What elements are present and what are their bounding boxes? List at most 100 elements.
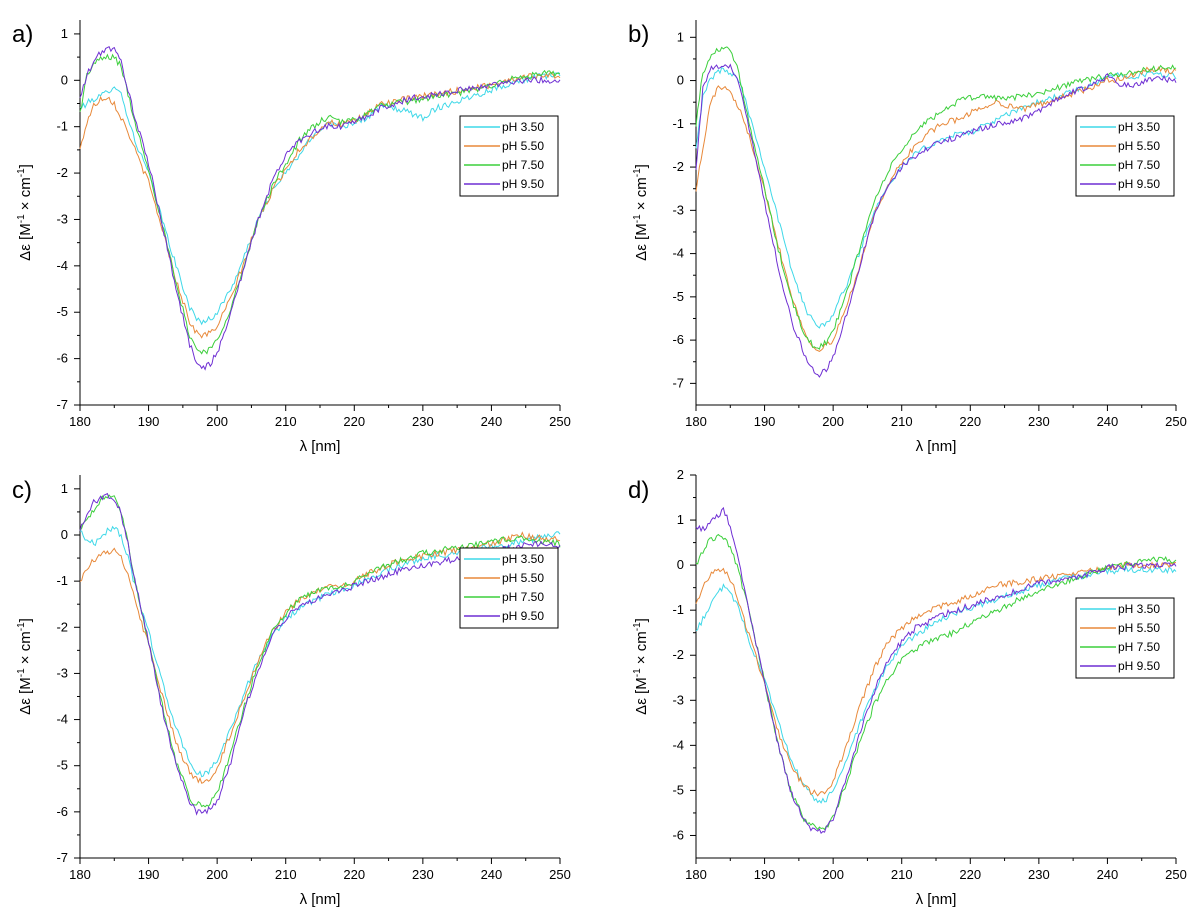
y-tick-label: -1 — [672, 116, 684, 131]
legend-label: pH 5.50 — [1118, 139, 1160, 153]
series-line-ph-7-50 — [79, 53, 561, 355]
panel-letter: c) — [12, 477, 32, 504]
x-tick-label: 210 — [275, 414, 297, 429]
series-line-ph-7-50 — [695, 533, 1177, 831]
series-line-ph-7-50 — [695, 46, 1177, 350]
legend-box — [459, 547, 559, 629]
x-tick-label: 230 — [1028, 867, 1050, 882]
legend-label: pH 7.50 — [1118, 640, 1160, 654]
x-tick-label: 210 — [275, 867, 297, 882]
y-tick-label: 1 — [677, 29, 684, 44]
legend-label: pH 9.50 — [1118, 659, 1160, 673]
x-axis-title: λ [nm] — [300, 438, 341, 455]
y-tick-label: 1 — [677, 512, 684, 527]
legend-box — [1075, 115, 1175, 197]
series-line-ph-9-50 — [695, 63, 1177, 378]
x-tick-label: 220 — [343, 867, 365, 882]
y-tick-label: -6 — [56, 351, 68, 366]
chart-panel-2: b) 180 190 200 210 220 230 240 250 -7 -6 -5 -4 -3 -2 -1… — [628, 20, 1187, 455]
y-tick-label: -3 — [56, 211, 68, 226]
y-tick-label: -4 — [56, 258, 68, 273]
y-tick-label: -1 — [56, 119, 68, 134]
x-tick-label: 180 — [685, 867, 707, 882]
y-tick-label: -7 — [56, 850, 68, 865]
legend-label: pH 7.50 — [502, 590, 544, 604]
legend: pH 3.50 pH 5.50 pH 7.50 pH 9.50 — [459, 115, 559, 197]
y-tick-label: -3 — [672, 202, 684, 217]
chart-panel-1: a) 180 190 200 210 220 230 240 250 -7 -6 -5 -4 -3 -2 -1… — [12, 20, 571, 455]
legend: pH 3.50 pH 5.50 pH 7.50 pH 9.50 — [459, 547, 559, 629]
series-line-ph-5-50 — [695, 66, 1177, 352]
y-tick-label: -2 — [672, 647, 684, 662]
y-tick-label: -1 — [672, 602, 684, 617]
x-tick-label: 190 — [138, 414, 160, 429]
x-tick-label: 210 — [891, 414, 913, 429]
x-tick-label: 180 — [69, 414, 91, 429]
panel-letter: a) — [12, 21, 33, 48]
y-tick-label: 1 — [61, 26, 68, 41]
chart-panel-3: c) 180 190 200 210 220 230 240 250 -7 -6 -5 -4 -3 -2 -1… — [12, 475, 571, 908]
legend-box — [1075, 597, 1175, 679]
legend-label: pH 9.50 — [502, 177, 544, 191]
x-tick-label: 200 — [822, 867, 844, 882]
y-axis-title: Δε [M-1 × cm-1] — [16, 618, 34, 715]
x-axis-title: λ [nm] — [916, 438, 957, 455]
series-line-ph-5-50 — [695, 561, 1176, 797]
series-line-ph-3-50 — [79, 71, 561, 326]
y-tick-label: -5 — [56, 304, 68, 319]
y-tick-label: -4 — [672, 737, 684, 752]
legend-label: pH 7.50 — [1118, 158, 1160, 172]
series-line-ph-7-50 — [79, 494, 561, 808]
x-tick-label: 220 — [959, 867, 981, 882]
y-tick-label: 0 — [677, 557, 684, 572]
y-tick-label: -7 — [56, 397, 68, 412]
x-tick-label: 220 — [343, 414, 365, 429]
x-tick-label: 200 — [822, 414, 844, 429]
x-tick-label: 250 — [549, 867, 571, 882]
x-tick-label: 190 — [754, 867, 776, 882]
y-tick-label: 1 — [61, 481, 68, 496]
y-tick-label: -2 — [672, 159, 684, 174]
y-tick-label: -2 — [56, 619, 68, 634]
panel-letter: d) — [628, 477, 649, 504]
legend-label: pH 5.50 — [502, 139, 544, 153]
x-tick-label: 240 — [1097, 867, 1119, 882]
y-axis-title: Δε [M-1 × cm-1] — [16, 164, 34, 261]
x-tick-label: 190 — [754, 414, 776, 429]
y-tick-label: -2 — [56, 165, 68, 180]
y-tick-label: -6 — [672, 332, 684, 347]
x-axis-title: λ [nm] — [300, 891, 341, 908]
legend-label: pH 3.50 — [1118, 602, 1160, 616]
x-axis-title: λ [nm] — [916, 891, 957, 908]
legend-label: pH 3.50 — [1118, 120, 1160, 134]
legend-label: pH 3.50 — [502, 552, 544, 566]
x-tick-label: 230 — [412, 414, 434, 429]
legend-label: pH 5.50 — [502, 571, 544, 585]
y-tick-label: 0 — [677, 73, 684, 88]
y-tick-label: -5 — [672, 289, 684, 304]
panel-letter: b) — [628, 21, 649, 48]
x-tick-label: 200 — [206, 414, 228, 429]
legend: pH 3.50 pH 5.50 pH 7.50 pH 9.50 — [1075, 115, 1175, 197]
x-tick-label: 240 — [1097, 414, 1119, 429]
y-tick-label: -1 — [56, 573, 68, 588]
y-tick-label: -6 — [672, 827, 684, 842]
y-tick-label: -5 — [56, 758, 68, 773]
y-axis-title: Δε [M-1 × cm-1] — [632, 618, 650, 715]
series-line-ph-9-50 — [695, 506, 1177, 835]
legend-box — [459, 115, 559, 197]
legend-label: pH 5.50 — [1118, 621, 1160, 635]
x-tick-label: 180 — [685, 414, 707, 429]
y-tick-label: -4 — [672, 246, 684, 261]
x-tick-label: 190 — [138, 867, 160, 882]
y-tick-label: -4 — [56, 712, 68, 727]
x-tick-label: 240 — [481, 414, 503, 429]
y-tick-label: -5 — [672, 782, 684, 797]
x-tick-label: 240 — [481, 867, 503, 882]
x-tick-label: 230 — [412, 867, 434, 882]
series-line-ph-9-50 — [79, 45, 561, 371]
y-tick-label: -3 — [672, 692, 684, 707]
x-tick-label: 200 — [206, 867, 228, 882]
legend-label: pH 9.50 — [1118, 177, 1160, 191]
chart-panel-4: d) 180 190 200 210 220 230 240 250 -6 -5 -4 -3 -2 -1 0 1… — [628, 467, 1187, 908]
